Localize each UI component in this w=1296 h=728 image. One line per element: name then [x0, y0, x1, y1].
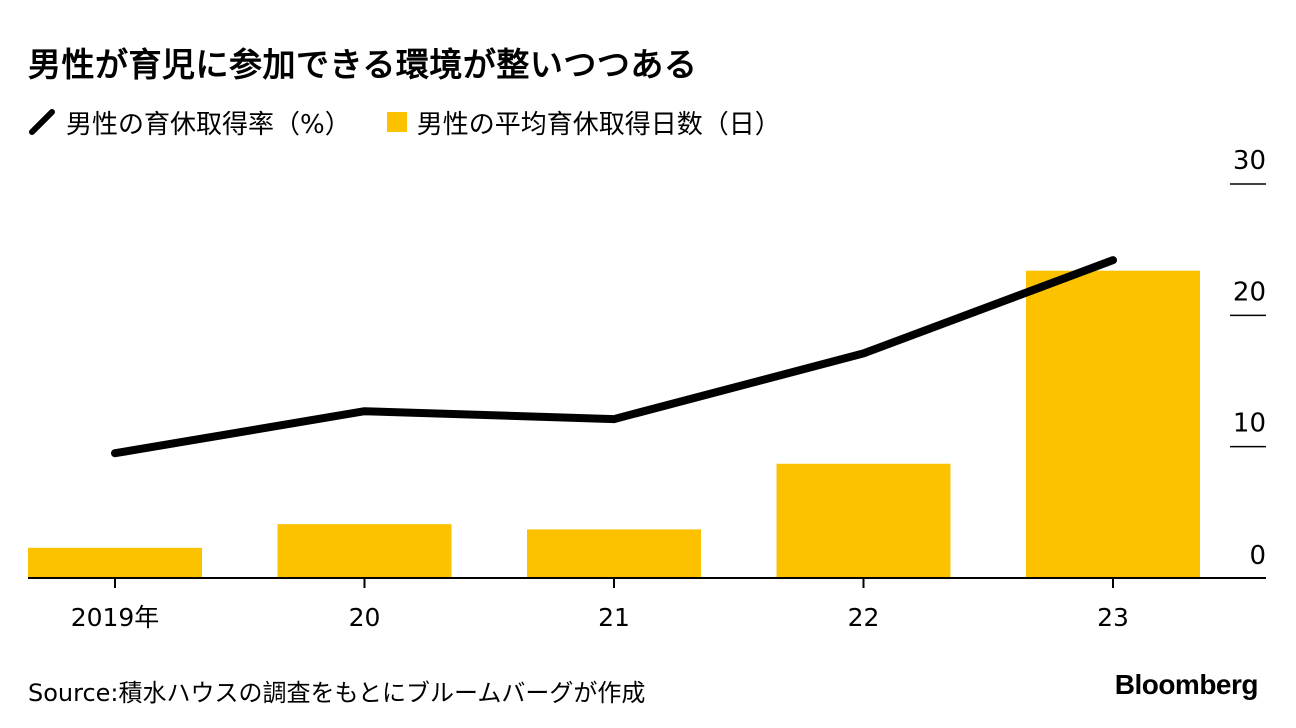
bar-4 — [1026, 270, 1200, 578]
bar-3 — [776, 463, 951, 578]
legend-item-bar: 男性の平均育休取得日数（日） — [386, 104, 781, 141]
x-tick-label-2: 21 — [598, 603, 630, 632]
brand-logo: Bloomberg — [1114, 669, 1259, 700]
y-tick-label-1: 10 — [1233, 409, 1266, 439]
x-tick-label-0: 2019年 — [71, 603, 160, 632]
y-tick-label-0: 0 — [1249, 541, 1266, 571]
bar-0 — [28, 547, 202, 578]
y-tick-label-2: 20 — [1233, 277, 1266, 307]
legend-bar-icon — [386, 112, 407, 132]
legend-line-icon — [29, 109, 55, 135]
x-tick-label-4: 23 — [1097, 603, 1129, 632]
legend-item-line: 男性の育休取得率（%） — [28, 104, 351, 141]
line-series — [111, 256, 1117, 458]
x-tick-label-1: 20 — [349, 603, 381, 632]
legend-line-label: 男性の育休取得率（%） — [66, 109, 351, 140]
x-tick-label-3: 22 — [848, 603, 880, 632]
chart-title: 男性が育児に参加できる環境が整いつつある — [28, 45, 698, 84]
bar-1 — [277, 524, 452, 578]
y-tick-label-3: 30 — [1233, 146, 1266, 176]
legend: 男性の育休取得率（%） 男性の平均育休取得日数（日） — [28, 104, 817, 140]
source-note: Source:積水ハウスの調査をもとにブルームバーグが作成 — [28, 679, 646, 707]
bar-2 — [527, 529, 701, 578]
legend-bar-label: 男性の平均育休取得日数（日） — [416, 109, 781, 140]
